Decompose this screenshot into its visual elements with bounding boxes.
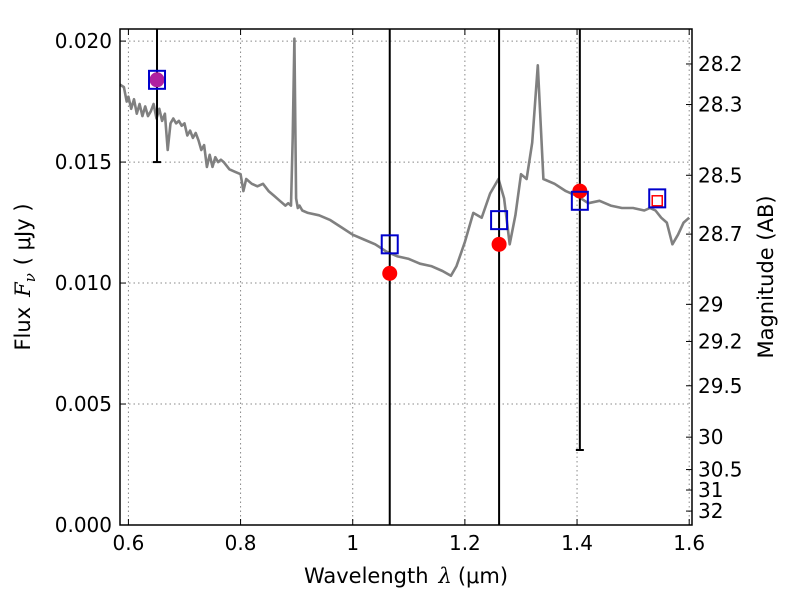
model-point <box>490 210 509 231</box>
y-axis-label-text: Flux <box>11 307 35 351</box>
x-tick-label: 1 <box>346 531 359 555</box>
x-tick-label: 1.2 <box>449 531 481 555</box>
x-axis-unit: (μm) <box>458 564 508 588</box>
y-tick-label: 0.020 <box>55 29 112 53</box>
x-tick-label: 0.6 <box>113 531 145 555</box>
x-tick-label: 1.4 <box>561 531 593 555</box>
y-axis-subscript: ν <box>21 273 39 282</box>
observed-points <box>149 72 663 281</box>
magnitude-tick-label: 28.5 <box>698 163 743 187</box>
observed-point <box>149 72 165 88</box>
magnitude-tick-label: 28.2 <box>698 52 743 76</box>
model-points <box>148 69 667 255</box>
x-axis-ticks: 0.6 0.8 1 1.2 1.4 1.6 <box>113 29 705 555</box>
spectrum-line <box>119 37 691 278</box>
observed-point <box>651 195 663 207</box>
right-axis-label: Magnitude (AB) <box>754 195 778 358</box>
y-axis-symbol: F <box>11 281 35 298</box>
y-axis-ticks: 0.000 0.005 0.010 0.015 0.020 <box>55 29 126 537</box>
x-tick-label: 0.8 <box>225 531 257 555</box>
y-tick-label: 0.005 <box>55 392 112 416</box>
magnitude-tick-label: 30 <box>698 425 723 449</box>
plot-frame <box>119 28 693 526</box>
magnitude-tick-label: 29.5 <box>698 374 743 398</box>
y-tick-label: 0.000 <box>55 513 112 537</box>
error-bars <box>153 29 584 525</box>
plot-background <box>120 29 692 525</box>
magnitude-tick-label: 30.5 <box>698 458 743 482</box>
y-axis-unit: ( μJy ) <box>11 203 35 265</box>
magnitude-tick-label: 29 <box>698 292 723 316</box>
x-axis-label-text: Wavelength <box>304 564 429 588</box>
y-tick-label: 0.015 <box>55 150 112 174</box>
y-tick-label: 0.010 <box>55 271 112 295</box>
model-point <box>148 69 167 90</box>
magnitude-tick-label: 28.3 <box>698 93 743 117</box>
magnitude-tick-label: 31 <box>698 478 723 502</box>
model-point <box>380 234 399 255</box>
observed-point <box>491 236 507 252</box>
model-point <box>570 190 589 211</box>
spectrum-layer <box>119 37 691 278</box>
magnitude-tick-label: 32 <box>698 499 723 523</box>
magnitude-tick-label: 29.2 <box>698 329 743 353</box>
y-axis-label: Flux Fν ( μJy ) <box>11 203 39 350</box>
model-point <box>648 188 667 209</box>
x-tick-label: 1.6 <box>673 531 705 555</box>
magnitude-tick-label: 28.7 <box>698 222 743 246</box>
observed-point <box>382 265 398 281</box>
x-axis-symbol: λ <box>438 564 452 588</box>
x-axis-label: Wavelength λ (μm) <box>304 564 508 588</box>
